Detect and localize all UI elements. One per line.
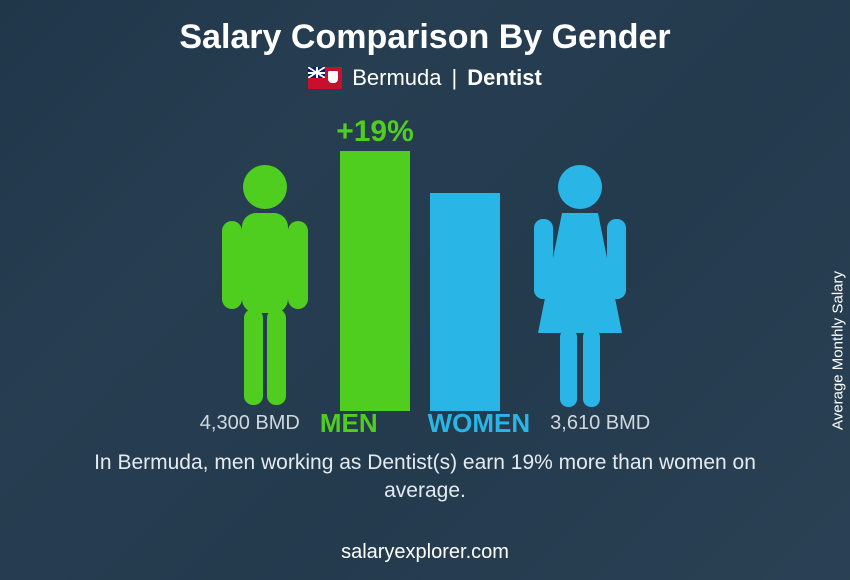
men-salary: 4,300 BMD [200,412,300,435]
men-bar [340,151,410,411]
men-label: MEN [320,408,378,439]
women-salary: 3,610 BMD [550,412,650,435]
job-label: Dentist [467,65,542,91]
chart-center: +19% [210,151,640,411]
women-label: WOMEN [428,408,531,439]
page-title: Salary Comparison By Gender [0,0,850,57]
footer-source: salaryexplorer.com [0,541,850,564]
man-icon [210,161,320,411]
men-bar-column: +19% [340,151,410,411]
description-text: In Bermuda, men working as Dentist(s) ea… [0,441,850,506]
bermuda-flag-icon [308,67,342,89]
woman-icon [520,161,640,411]
country-label: Bermuda [352,65,441,91]
subtitle-row: Bermuda | Dentist [0,65,850,91]
bottom-labels: 4,300 BMD MEN WOMEN 3,610 BMD [200,408,650,439]
percent-label: +19% [315,115,435,149]
women-bar-column [430,193,500,411]
y-axis-label: Average Monthly Salary [830,271,847,430]
women-bar [430,193,500,411]
separator: | [452,65,458,91]
chart-area: Average Monthly Salary +19% [0,101,850,441]
